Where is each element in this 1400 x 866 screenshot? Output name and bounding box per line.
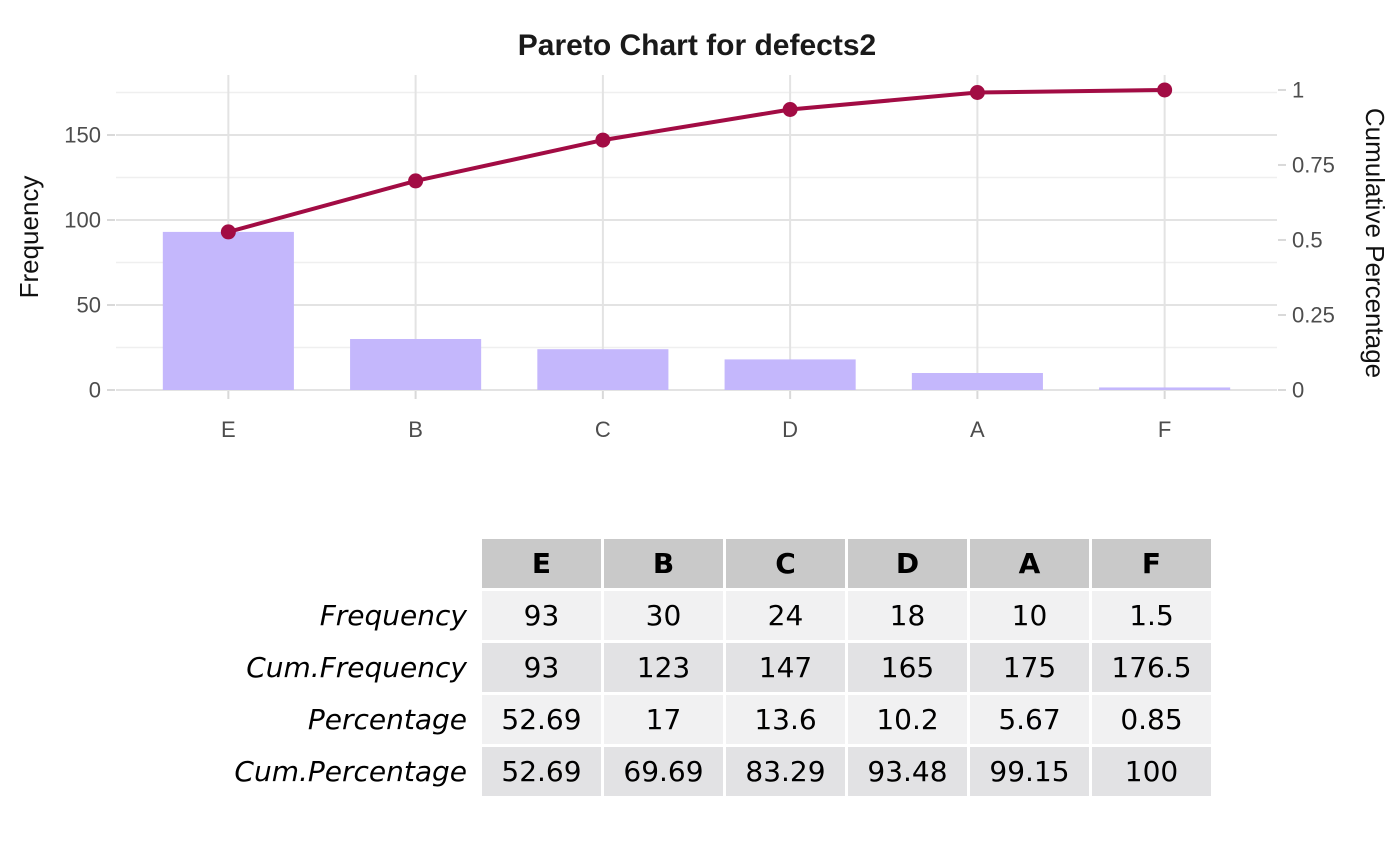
y-axis-title-right: Cumulative Percentage (1360, 108, 1390, 378)
summary-table-body: Frequency 93 30 24 18 10 1.5 Cum.Frequency 93 123… (179, 591, 1211, 796)
table-cell: 176.5 (1092, 643, 1211, 692)
frequency-bar (350, 339, 482, 390)
table-cell: 10 (970, 591, 1089, 640)
table-row-label: Cum.Frequency (246, 651, 467, 684)
table-cell: 100 (1092, 747, 1211, 796)
frequency-bar (162, 231, 294, 390)
table-cell: 1.5 (1092, 591, 1211, 640)
x-axis-tick-label: F (1158, 417, 1171, 442)
table-row-label: Percentage (307, 703, 467, 736)
table-row: Percentage 52.69 17 13.6 10.2 5.67 0.85 (179, 695, 1211, 744)
table-row: Cum.Percentage 52.69 69.69 83.29 93.48 99.15 1… (179, 747, 1211, 796)
table-cell: 175 (970, 643, 1089, 692)
cumulative-line-point (1157, 82, 1173, 98)
table-column-header: A (970, 539, 1089, 588)
x-axis-tick-label: E (221, 417, 236, 442)
table-cell: 93 (482, 643, 601, 692)
right-axis-tick-label: 1 (1292, 78, 1304, 103)
table-cell: 10.2 (848, 695, 967, 744)
right-axis-tick-label: 0 (1292, 378, 1304, 403)
table-row: Frequency 93 30 24 18 10 1.5 (179, 591, 1211, 640)
frequency-bar (537, 349, 669, 390)
table-column-header: F (1092, 539, 1211, 588)
table-row: Cum.Frequency 93 123 147 165 175 176.5 (179, 643, 1211, 692)
table-cell: 13.6 (726, 695, 845, 744)
table-cell: 93 (482, 591, 601, 640)
pareto-chart: 0 50 100 150 0 0.25 0.5 0.75 1 E B C D A F Pareto Char… (14, 29, 1390, 442)
grid-layer (116, 75, 1277, 391)
cumulative-line-layer (220, 82, 1173, 240)
left-axis-tick-label: 0 (89, 378, 101, 403)
x-axis-tick-label: B (408, 417, 423, 442)
table-corner-cell (179, 539, 479, 588)
table-cell: 52.69 (482, 695, 601, 744)
table-cell: 93.48 (848, 747, 967, 796)
table-cell: 123 (604, 643, 723, 692)
table-cell: 5.67 (970, 695, 1089, 744)
table-cell: 30 (604, 591, 723, 640)
table-cell: 99.15 (970, 747, 1089, 796)
table-cell: 52.69 (482, 747, 601, 796)
left-axis-tick-label: 100 (64, 208, 101, 233)
cumulative-line-point (220, 224, 236, 240)
bars-layer (162, 231, 1231, 390)
table-row-label: Frequency (319, 599, 467, 632)
cumulative-line-point (969, 85, 985, 100)
cumulative-line-point (782, 102, 798, 117)
frequency-bar (1099, 387, 1231, 390)
left-axis-tick-label: 50 (77, 293, 101, 318)
table-cell: 147 (726, 643, 845, 692)
cumulative-line-point (408, 173, 424, 189)
x-axis-tick-label: A (970, 417, 985, 442)
table-cell: 0.85 (1092, 695, 1211, 744)
table-cell: 69.69 (604, 747, 723, 796)
table-column-header: D (848, 539, 967, 588)
cumulative-line-point (595, 132, 611, 148)
axis-label-layer: 0 50 100 150 0 0.25 0.5 0.75 1 E B C D A F (64, 78, 1335, 442)
table-column-header: B (604, 539, 723, 588)
table-column-header: C (726, 539, 845, 588)
table-cell: 17 (604, 695, 723, 744)
frequency-bar (911, 373, 1043, 390)
chart-title: Pareto Chart for defects2 (518, 29, 876, 62)
table-cell: 18 (848, 591, 967, 640)
cumulative-line (227, 87, 1165, 234)
table-cell: 83.29 (726, 747, 845, 796)
table-cell: 24 (726, 591, 845, 640)
right-axis-tick-label: 0.75 (1292, 153, 1335, 178)
y-axis-title-left: Frequency (14, 176, 44, 299)
right-axis-tick-label: 0.5 (1292, 228, 1323, 253)
left-axis-tick-label: 150 (64, 123, 101, 148)
table-column-header: E (482, 539, 601, 588)
table-row-label: Cum.Percentage (234, 755, 467, 788)
right-axis-tick-label: 0.25 (1292, 303, 1335, 328)
table-cell: 165 (848, 643, 967, 692)
x-axis-tick-label: C (595, 417, 611, 442)
x-axis-tick-label: D (782, 417, 798, 442)
frequency-bar (724, 359, 856, 390)
tick-layer (107, 88, 1286, 399)
